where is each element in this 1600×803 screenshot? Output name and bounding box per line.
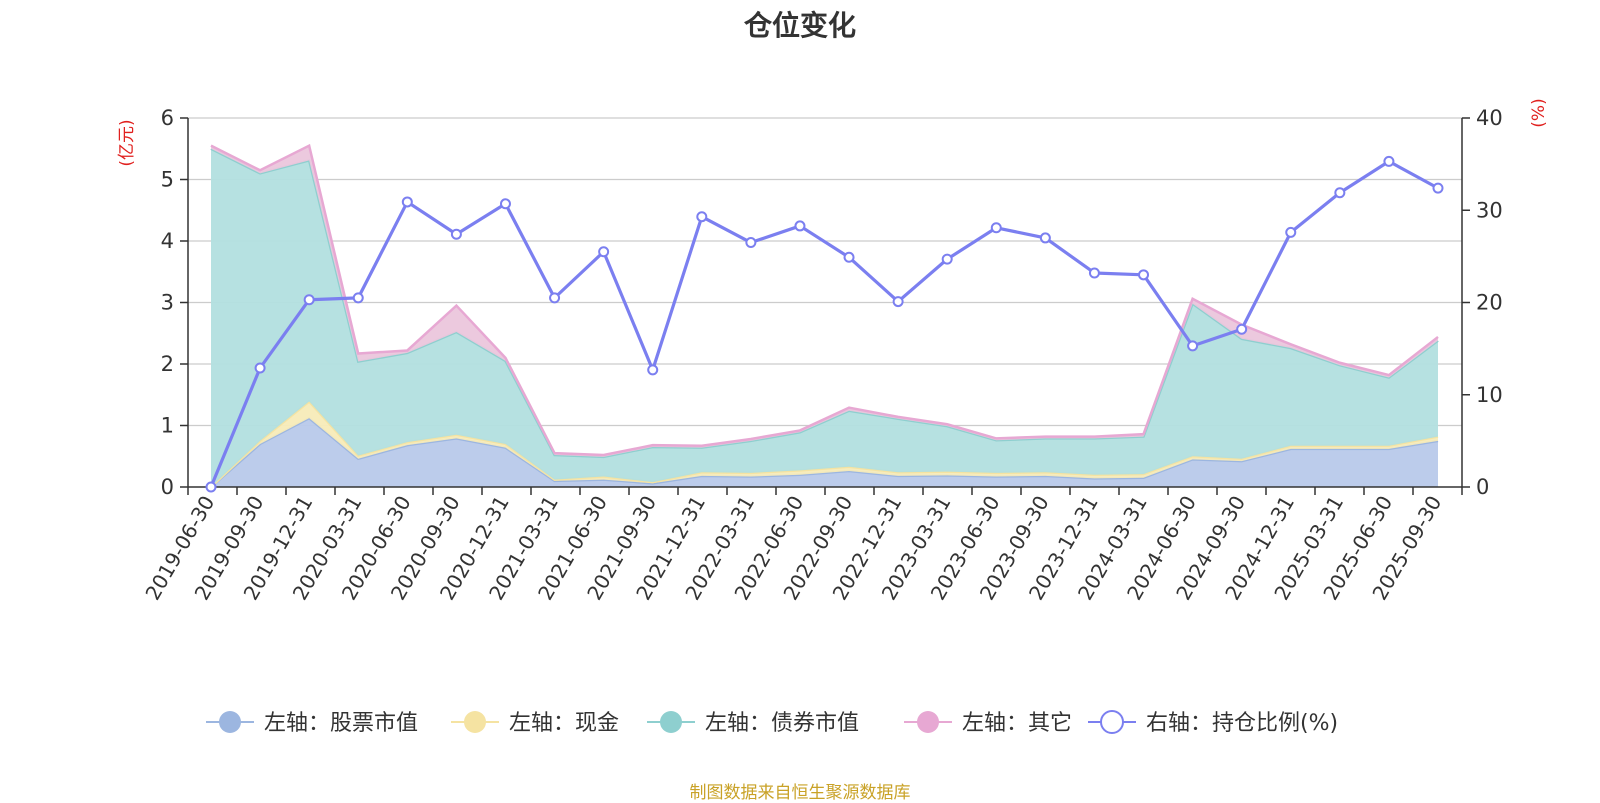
right-tick-label: 30 <box>1476 198 1503 222</box>
ratio-point <box>499 198 511 210</box>
ratio-point <box>1432 182 1444 194</box>
ratio-point <box>205 481 217 493</box>
area-outline-3 <box>210 143 1439 457</box>
ratio-point <box>990 222 1002 234</box>
left-tick-label: 5 <box>161 168 174 192</box>
ratio-point <box>1187 340 1199 352</box>
area-series-2 <box>211 148 1438 487</box>
ratio-point <box>696 211 708 223</box>
right-tick-label: 40 <box>1476 106 1503 130</box>
right-tick-label: 10 <box>1476 383 1503 407</box>
left-tick-label: 0 <box>161 475 174 499</box>
data-source-note: 制图数据来自恒生聚源数据库 <box>689 783 911 803</box>
ratio-point <box>1285 226 1297 238</box>
ratio-line <box>209 159 1439 488</box>
legend-marker-1 <box>464 711 486 733</box>
ratio-point <box>401 196 413 208</box>
ratio-point <box>1138 269 1150 281</box>
ratio-point <box>843 251 855 263</box>
ratio-point <box>1088 267 1100 279</box>
ratio-point <box>352 292 364 304</box>
legend-label-2: 左轴：债券市值 <box>705 711 859 736</box>
right-tick-label: 20 <box>1476 291 1503 315</box>
legend-marker-3 <box>917 711 939 733</box>
ratio-point <box>647 364 659 376</box>
ratio-point <box>303 294 315 306</box>
right-axis-unit: (%) <box>1529 98 1549 127</box>
ratio-point <box>1383 155 1395 167</box>
left-tick-label: 6 <box>161 106 174 130</box>
ratio-point <box>598 246 610 258</box>
ratio-point <box>450 228 462 240</box>
left-tick-label: 2 <box>161 352 174 376</box>
ratio-point <box>745 237 757 249</box>
legend-marker-2 <box>660 711 682 733</box>
legend-marker-0 <box>219 711 241 733</box>
legend-label-3: 左轴：其它 <box>962 711 1072 736</box>
left-tick-label: 4 <box>161 229 174 253</box>
ratio-point <box>941 253 953 265</box>
chart-title: 仓位变化 <box>743 9 856 42</box>
left-axis-unit: (亿元) <box>117 119 137 166</box>
ratio-point <box>794 220 806 232</box>
stacked-areas <box>210 143 1439 488</box>
left-tick-label: 1 <box>161 414 174 438</box>
left-tick-label: 3 <box>161 291 174 315</box>
ratio-point <box>549 292 561 304</box>
right-tick-label: 0 <box>1476 475 1489 499</box>
ratio-point <box>1039 232 1051 244</box>
legend-label-1: 左轴：现金 <box>509 711 619 736</box>
area-series-0 <box>211 418 1438 487</box>
legend-label-4: 右轴：持仓比例(%) <box>1146 711 1338 736</box>
legend-marker-4 <box>1100 710 1124 734</box>
legend: 左轴：股票市值 左轴：现金 左轴：债券市值 左轴：其它 右轴：持仓比例(%) <box>206 710 1338 736</box>
ratio-point <box>254 362 266 374</box>
ratio-point <box>1236 323 1248 335</box>
ratio-point <box>892 296 904 308</box>
legend-label-0: 左轴：股票市值 <box>264 711 418 736</box>
area-series-1 <box>211 401 1438 487</box>
ratio-point <box>1334 187 1346 199</box>
ratio-line-series <box>205 155 1444 493</box>
